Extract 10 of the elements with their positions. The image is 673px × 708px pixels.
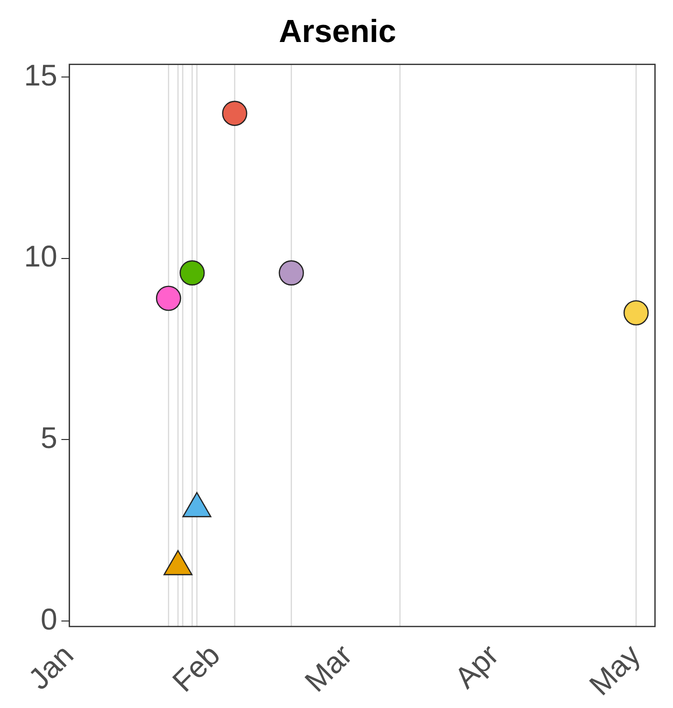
x-tick-label: Jan [22, 638, 80, 696]
x-tick-label: Apr [448, 638, 506, 696]
x-tick-label: Mar [298, 638, 359, 699]
y-tick-label: 5 [40, 422, 58, 455]
y-tick-label: 10 [24, 240, 58, 274]
chart-title: Arsenic [278, 13, 396, 50]
y-tick-label: 15 [24, 59, 58, 92]
y-tick-label: 0 [40, 603, 58, 636]
x-tick-label: Feb [166, 638, 227, 699]
x-tick-label: May [583, 638, 647, 702]
